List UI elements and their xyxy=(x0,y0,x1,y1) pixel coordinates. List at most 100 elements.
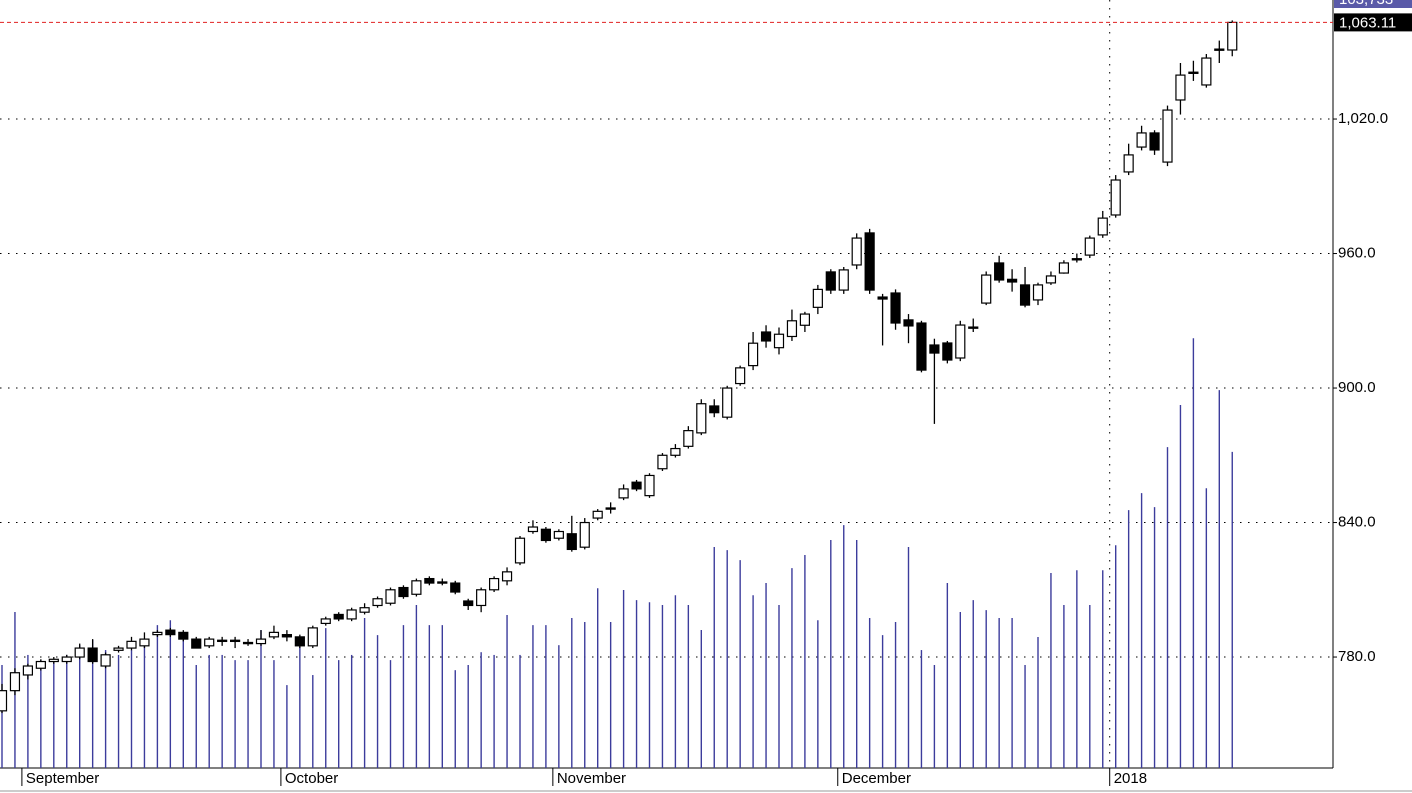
candle-body xyxy=(100,654,111,667)
volume-label: 103,733 xyxy=(1339,0,1393,8)
candle-body xyxy=(1058,262,1070,274)
candle-body xyxy=(760,331,772,342)
candle-body xyxy=(890,292,901,324)
candle-body xyxy=(1097,217,1108,236)
candle-body xyxy=(735,367,746,385)
candle-body xyxy=(61,656,72,663)
candle-body xyxy=(994,262,1005,281)
candle-body xyxy=(709,405,720,414)
candle-body xyxy=(113,647,124,651)
last-price-label: 1,063.11 xyxy=(1339,14,1396,31)
candle-body xyxy=(242,641,254,645)
candle-body xyxy=(981,274,992,304)
candle-body xyxy=(9,672,21,692)
candle-body xyxy=(1162,109,1173,163)
candle-body xyxy=(346,609,357,620)
candle-body xyxy=(1149,132,1160,151)
candle-body xyxy=(540,528,552,542)
candle-body xyxy=(631,481,642,490)
candle-body xyxy=(165,629,176,636)
candle-body xyxy=(1071,258,1082,261)
candle-body xyxy=(1032,284,1044,301)
candle-body xyxy=(916,322,927,371)
candle-body xyxy=(553,530,564,539)
y-tick-label: 1,020.0 xyxy=(1338,110,1388,127)
candle-body xyxy=(411,580,422,595)
candle-body xyxy=(644,474,655,497)
candle-body xyxy=(230,639,241,643)
candle-body xyxy=(1136,132,1147,148)
candle-body xyxy=(825,271,836,291)
candle-body xyxy=(592,510,603,519)
candle-body xyxy=(942,342,953,361)
y-tick-label: 840.0 xyxy=(1338,514,1376,531)
y-tick-label: 900.0 xyxy=(1338,379,1376,396)
candle-body xyxy=(812,288,823,308)
candle-body xyxy=(178,631,189,640)
candle-body xyxy=(1227,21,1238,51)
candle-body xyxy=(877,296,888,300)
candle-body xyxy=(217,639,228,643)
candle-body xyxy=(489,577,500,591)
candle-body xyxy=(1123,154,1134,173)
candle-body xyxy=(255,638,267,645)
volume-label-box xyxy=(1334,0,1412,8)
candle-body xyxy=(126,640,137,649)
candle-body xyxy=(683,430,694,447)
candle-body xyxy=(152,631,163,636)
candle-body xyxy=(1084,237,1095,256)
candle-body xyxy=(722,387,733,418)
candle-body xyxy=(204,638,215,647)
candle-body xyxy=(605,507,616,510)
x-tick-label: 2018 xyxy=(1114,770,1147,787)
candle-body xyxy=(424,577,435,584)
candle-body xyxy=(527,526,539,533)
candle-body xyxy=(968,326,979,329)
candle-body xyxy=(579,521,590,548)
candle-body xyxy=(514,537,526,564)
x-tick-label: September xyxy=(26,770,99,787)
candle-body xyxy=(657,454,668,470)
candle-body xyxy=(268,631,280,638)
candle-body xyxy=(1188,71,1199,74)
candle-body xyxy=(851,237,862,266)
x-tick-label: November xyxy=(557,770,626,787)
candle-body xyxy=(1175,74,1186,101)
candle-body xyxy=(450,582,461,593)
candle-body xyxy=(501,571,513,582)
candle-body xyxy=(35,660,46,669)
last-price-box xyxy=(1334,13,1412,32)
candle-body xyxy=(139,638,150,647)
candle-body xyxy=(670,447,681,456)
candle-body xyxy=(333,613,344,620)
candle-body xyxy=(1019,284,1031,306)
candle-body xyxy=(48,658,59,663)
candle-body xyxy=(747,342,759,367)
candle-body xyxy=(1214,48,1225,51)
candle-body xyxy=(955,324,966,359)
y-tick-label: 960.0 xyxy=(1338,245,1376,262)
candle-body xyxy=(74,647,85,658)
candle-body xyxy=(359,607,370,613)
candle-body xyxy=(838,269,849,291)
candle-body xyxy=(191,638,202,649)
x-tick-label: December xyxy=(842,770,911,787)
candle-body xyxy=(294,636,305,647)
candle-body xyxy=(696,403,707,434)
candle-body xyxy=(903,319,914,327)
candle-body xyxy=(281,634,292,638)
candle-body xyxy=(0,690,8,712)
candle-body xyxy=(437,581,448,584)
candle-body xyxy=(864,232,875,291)
candle-body xyxy=(1006,278,1018,283)
candle-body xyxy=(1110,179,1121,216)
candle-body xyxy=(773,333,785,349)
candle-body xyxy=(22,665,33,676)
candle-body xyxy=(799,313,811,326)
candle-body xyxy=(618,488,629,499)
candle-body xyxy=(398,586,409,598)
x-tick-label: October xyxy=(285,770,338,787)
candle-body xyxy=(786,320,798,338)
candle-body xyxy=(929,344,940,354)
